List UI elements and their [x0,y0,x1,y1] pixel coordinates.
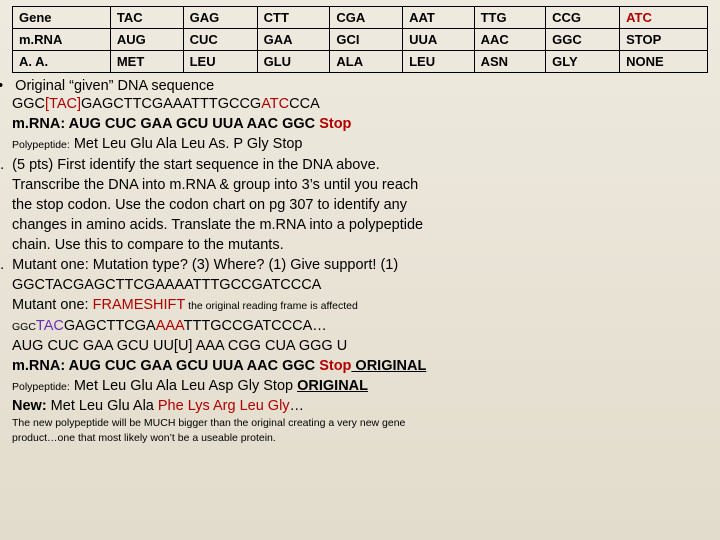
table-header-cell: Gene [13,7,111,29]
table-header-cell: GAG [183,7,257,29]
footer-line-2: product…one that most likely won’t be a … [12,432,708,445]
table-cell: STOP [620,29,708,51]
table-cell: GLU [257,51,330,73]
table-header-cell: TTG [474,7,546,29]
table-cell: CUC [183,29,257,51]
table-cell: A. A. [13,51,111,73]
mutant-seq: GGCTACGAGCTTCGAAAATTTGCCGATCCCA… [12,317,708,335]
question-1: 1. (5 pts) First identify the start sequ… [12,156,708,174]
table-cell: GLY [546,51,620,73]
body-content: Original “given” DNA sequence GGC[TAC]GA… [12,77,708,445]
mrna-line: m.RNA: AUG CUC GAA GCU UUA AAC GGC Stop [12,115,708,133]
table-header-cell: AAT [403,7,475,29]
polypeptide-original-line: Polypeptide: Met Leu Glu Ala Leu Asp Gly… [12,377,708,395]
table-cell: GGC [546,29,620,51]
mrna-original-line: m.RNA: AUG CUC GAA GCU UUA AAC GGC Stop … [12,357,708,375]
aug-line: AUG CUC GAA GCU UU[U] AAA CGG CUA GGG U [12,337,708,355]
table-header-cell: TAC [110,7,183,29]
table-header-cell: CTT [257,7,330,29]
codon-table: GeneTACGAGCTTCGAAATTTGCCGATC m.RNAAUGCUC… [12,6,708,73]
table-cell: LEU [183,51,257,73]
table-cell: AUG [110,29,183,51]
table-header-cell: CGA [330,7,403,29]
table-header-cell: ATC [620,7,708,29]
polypeptide-line: Polypeptide: Met Leu Glu Ala Leu As. P G… [12,135,708,153]
table-cell: m.RNA [13,29,111,51]
new-line: New: Met Leu Glu Ala Phe Lys Arg Leu Gly… [12,397,708,415]
table-cell: GAA [257,29,330,51]
table-header-cell: CCG [546,7,620,29]
table-cell: MET [110,51,183,73]
table-cell: LEU [403,51,475,73]
table-cell: UUA [403,29,475,51]
question-2: 2. Mutant one: Mutation type? (3) Where?… [12,256,708,274]
table-cell: GCI [330,29,403,51]
table-cell: ASN [474,51,546,73]
table-cell: NONE [620,51,708,73]
footer-line-1: The new polypeptide will be MUCH bigger … [12,417,708,430]
mutant-answer: Mutant one: FRAMESHIFT the original read… [12,296,708,314]
table-cell: ALA [330,51,403,73]
table-cell: AAC [474,29,546,51]
bullet-original: Original “given” DNA sequence GGC[TAC]GA… [12,77,708,113]
